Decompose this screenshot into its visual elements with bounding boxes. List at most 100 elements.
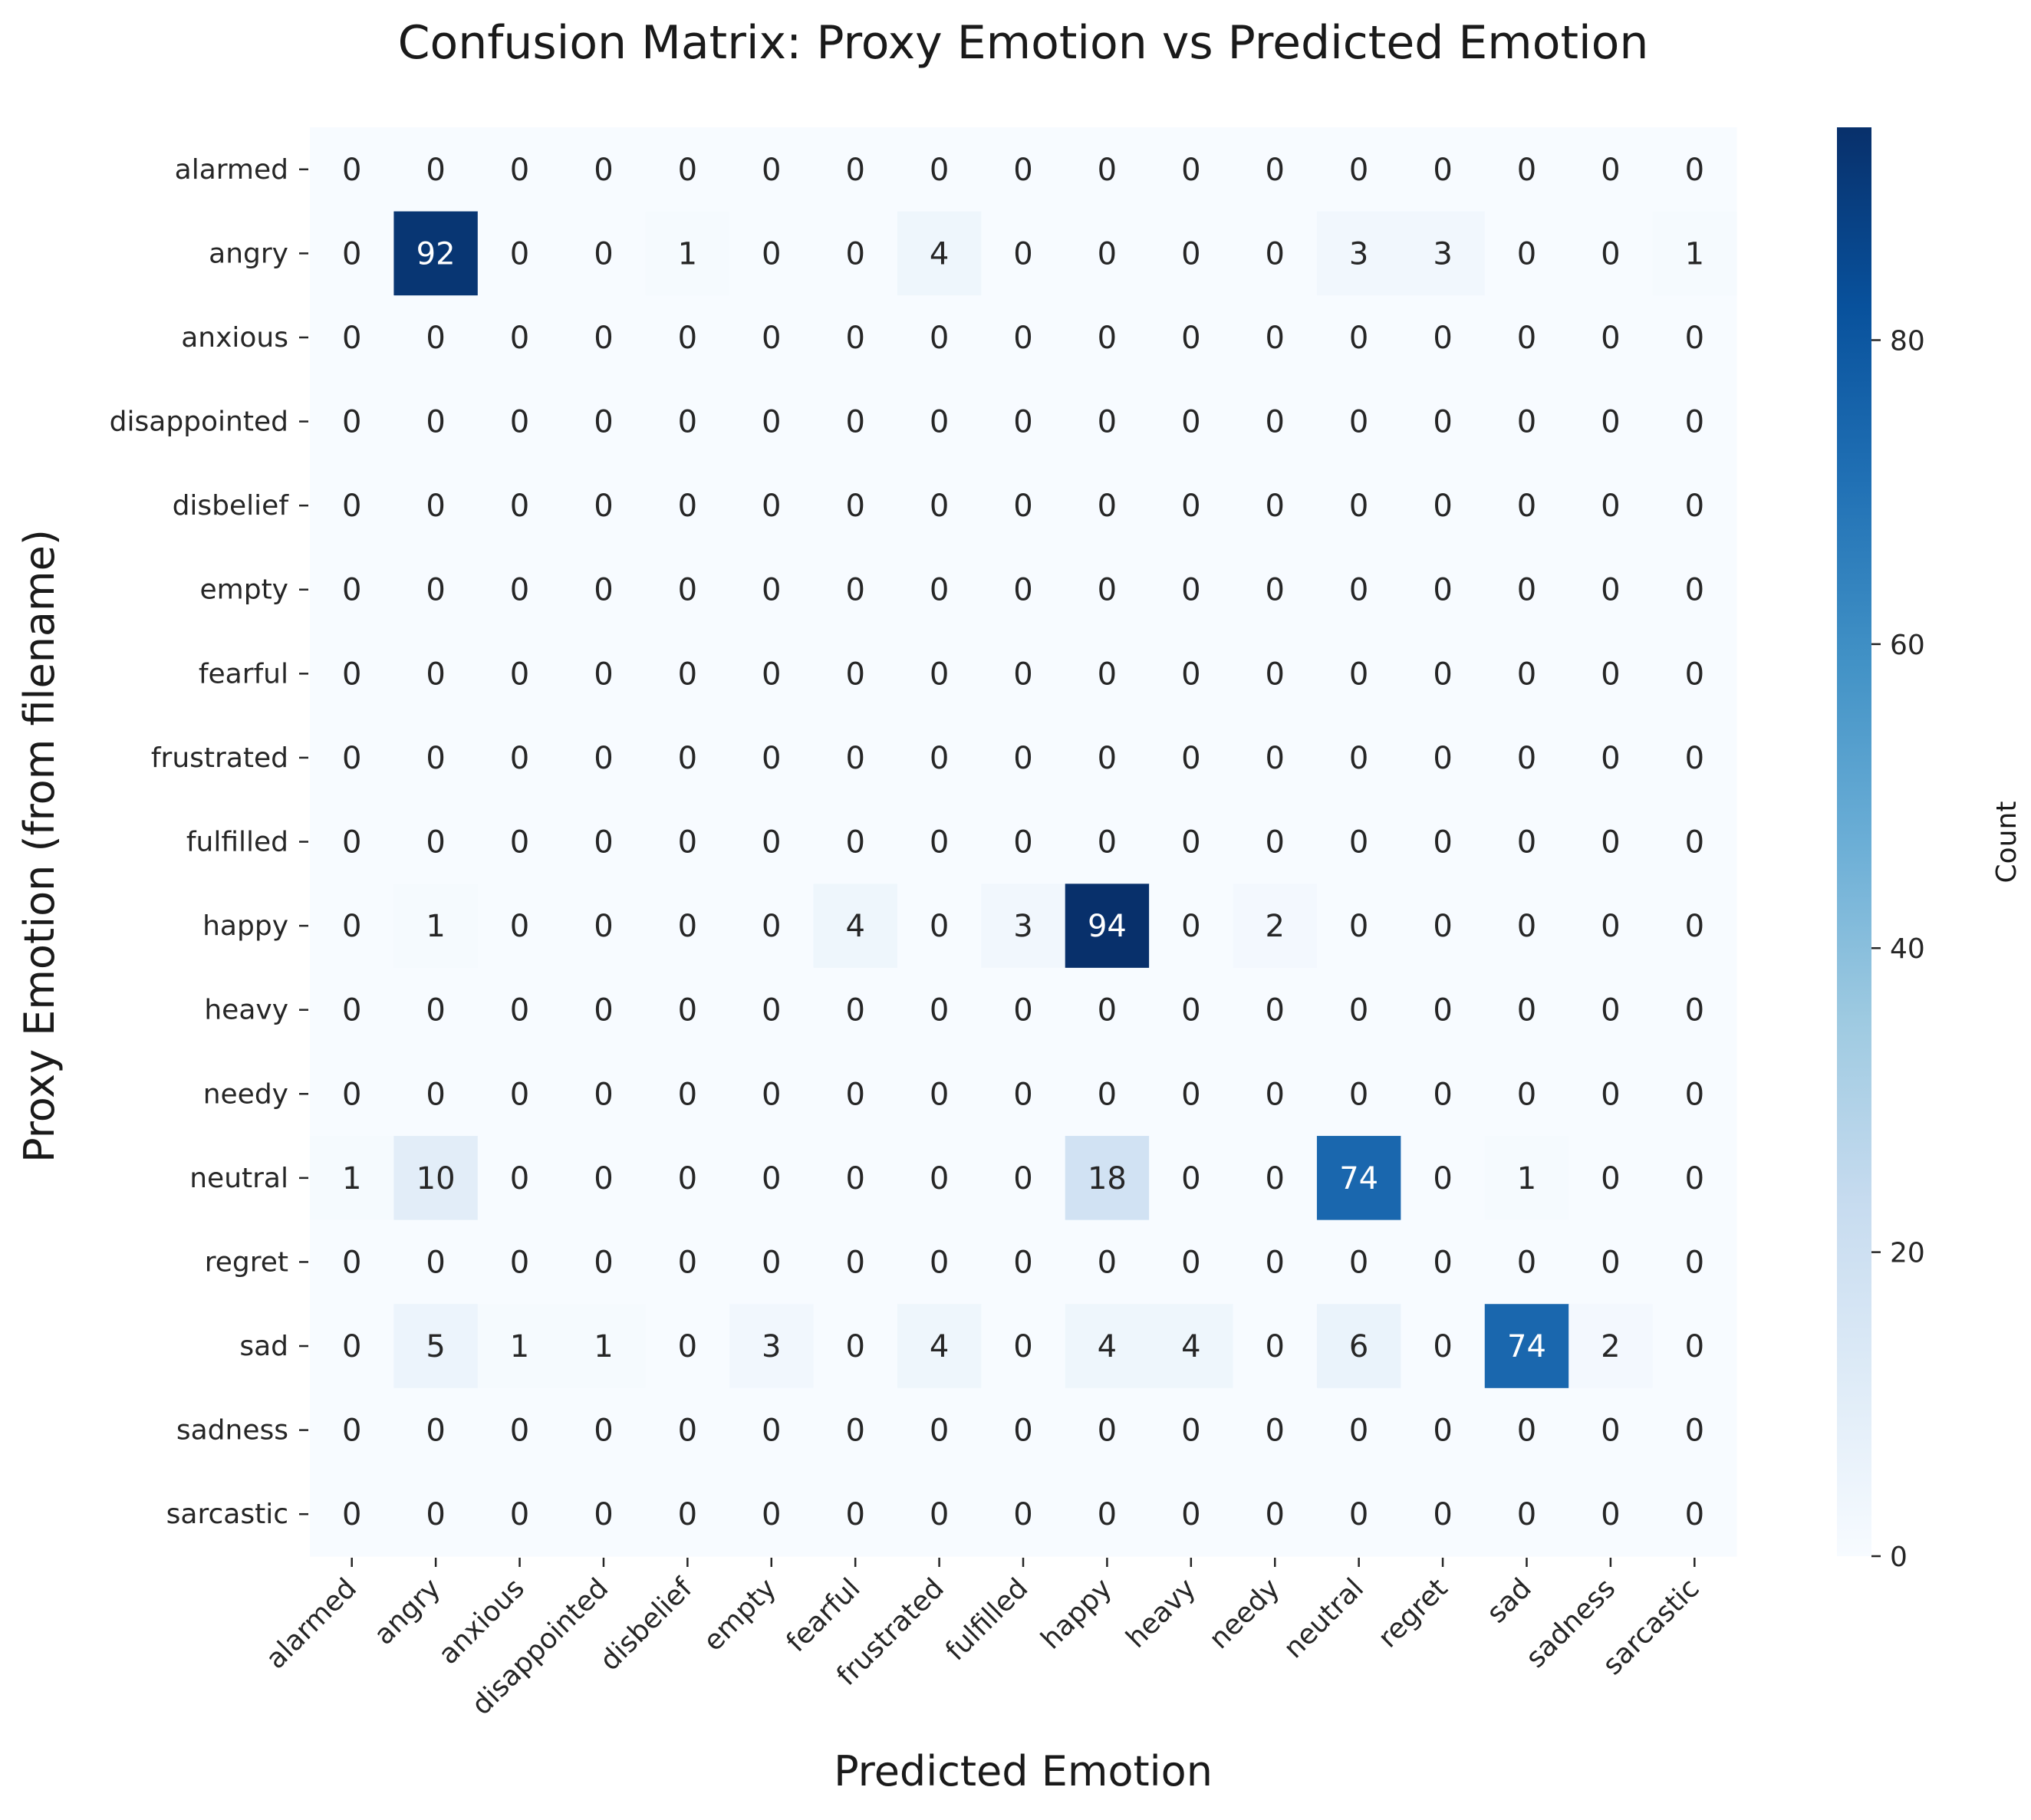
cell-value-label: 0	[930, 1161, 949, 1196]
cell-value-label: 0	[845, 1497, 864, 1532]
cell-value-label: 0	[1601, 1077, 1620, 1112]
heatmap-cell	[897, 1052, 982, 1137]
cell-value-label: 0	[678, 405, 697, 440]
heatmap-cell	[477, 1136, 562, 1221]
cell-value-label: 0	[1098, 657, 1117, 692]
heatmap-cell	[310, 799, 395, 884]
heatmap-cell	[645, 1387, 730, 1473]
heatmap-cell	[477, 547, 562, 633]
y-tick-label: sadness	[176, 1415, 288, 1446]
cell-value-label: 0	[762, 405, 781, 440]
heatmap-cell	[1401, 1052, 1486, 1137]
x-tick-label: fearful	[781, 1572, 867, 1658]
heatmap-cell	[561, 379, 647, 464]
x-tick-labels: alarmed angryanxiousdisappointeddisbelief…	[260, 1558, 1706, 1721]
cell-value-label: 0	[1433, 909, 1452, 944]
cell-value-label: 0	[762, 1414, 781, 1449]
cell-value-label: 0	[762, 573, 781, 608]
heatmap-cell	[813, 1136, 898, 1221]
heatmap-cell	[561, 1052, 647, 1137]
cell-value-label: 0	[1098, 741, 1117, 776]
cell-value-label: 0	[1685, 909, 1704, 944]
heatmap-cell	[477, 631, 562, 716]
cell-value-label: 0	[678, 1245, 697, 1280]
cell-value-label: 0	[1266, 573, 1285, 608]
heatmap-cell	[393, 1472, 479, 1557]
cell-value-label: 0	[678, 153, 697, 188]
heatmap-cell	[1316, 799, 1401, 884]
heatmap-cell	[1401, 1219, 1486, 1305]
cell-value-label: 0	[1266, 657, 1285, 692]
heatmap-cell	[645, 631, 730, 716]
cell-value-label: 0	[762, 657, 781, 692]
cell-value-label: 0	[594, 657, 613, 692]
y-tick-label: sarcastic	[166, 1499, 288, 1530]
heatmap-cell	[1652, 211, 1737, 296]
heatmap-cell	[393, 1304, 479, 1389]
y-tick-labels: alarmed angry anxious disappointed disbelief…	[110, 154, 308, 1530]
cell-value-label: 0	[678, 1497, 697, 1532]
cell-value-label: 0	[594, 321, 613, 356]
cell-value-label: 3	[1433, 236, 1452, 272]
colorbar-tick-label: 40	[1890, 933, 1925, 965]
heatmap-cell	[813, 463, 898, 548]
cell-value-label: 0	[1266, 1245, 1285, 1280]
cell-value-label: 0	[1685, 825, 1704, 861]
heatmap-cell	[1652, 967, 1737, 1053]
heatmap-cell	[897, 1472, 982, 1557]
cell-value-label: 0	[594, 993, 613, 1028]
cell-value-label: 0	[594, 405, 613, 440]
cell-value-label: 0	[1601, 236, 1620, 272]
cell-value-label: 0	[1266, 321, 1285, 356]
heatmap-cell	[1401, 884, 1486, 969]
heatmap-cell	[393, 884, 479, 969]
cell-value-label: 0	[1013, 321, 1032, 356]
cell-value-label: 0	[426, 321, 445, 356]
cell-value-label: 0	[1433, 1329, 1452, 1364]
cell-value-label: 0	[510, 573, 529, 608]
cell-value-label: 0	[510, 236, 529, 272]
cell-value-label: 0	[1098, 405, 1117, 440]
cell-value-label: 0	[1685, 657, 1704, 692]
cell-value-label: 0	[1266, 489, 1285, 524]
x-axis-label: Predicted Emotion	[834, 1747, 1213, 1795]
cell-value-label: 0	[1685, 153, 1704, 188]
heatmap-cell	[393, 799, 479, 884]
heatmap-cell	[1233, 1136, 1318, 1221]
heatmap-cell	[981, 884, 1066, 969]
cell-value-label: 0	[342, 489, 361, 524]
heatmap-cell	[310, 463, 395, 548]
colorbar-tick-label: 20	[1890, 1238, 1925, 1269]
cell-value-label: 0	[845, 741, 864, 776]
heatmap-cell	[1484, 295, 1569, 380]
heatmap-cell	[1652, 127, 1737, 212]
cell-value-label: 0	[426, 405, 445, 440]
heatmap-cell	[310, 1304, 395, 1389]
cell-value-label: 0	[930, 825, 949, 861]
heatmap-cell	[1401, 967, 1486, 1053]
cell-value-label: 0	[1349, 741, 1368, 776]
heatmap-cell	[1652, 716, 1737, 801]
y-tick-label: fulfilled	[186, 827, 288, 858]
heatmap-cell	[1149, 631, 1234, 716]
cell-value-label: 0	[678, 1161, 697, 1196]
cell-value-label: 0	[1601, 321, 1620, 356]
cell-value-label: 94	[1088, 909, 1127, 944]
heatmap-cell	[1316, 1219, 1401, 1305]
cell-value-label: 0	[1517, 321, 1536, 356]
x-tick-label: heavy	[1121, 1572, 1203, 1654]
heatmap-cell	[310, 127, 395, 212]
heatmap-cell	[393, 1052, 479, 1137]
heatmap-cell	[310, 211, 395, 296]
heatmap-cell	[1149, 547, 1234, 633]
cell-value-label: 0	[845, 657, 864, 692]
cell-value-label: 0	[426, 573, 445, 608]
cell-value-label: 3	[762, 1329, 781, 1364]
cell-value-label: 0	[1266, 741, 1285, 776]
heatmap-cell	[897, 127, 982, 212]
cell-value-label: 0	[1601, 657, 1620, 692]
cell-value-label: 0	[342, 405, 361, 440]
cell-value-label: 74	[1339, 1161, 1378, 1196]
cell-value-label: 0	[1517, 1414, 1536, 1449]
